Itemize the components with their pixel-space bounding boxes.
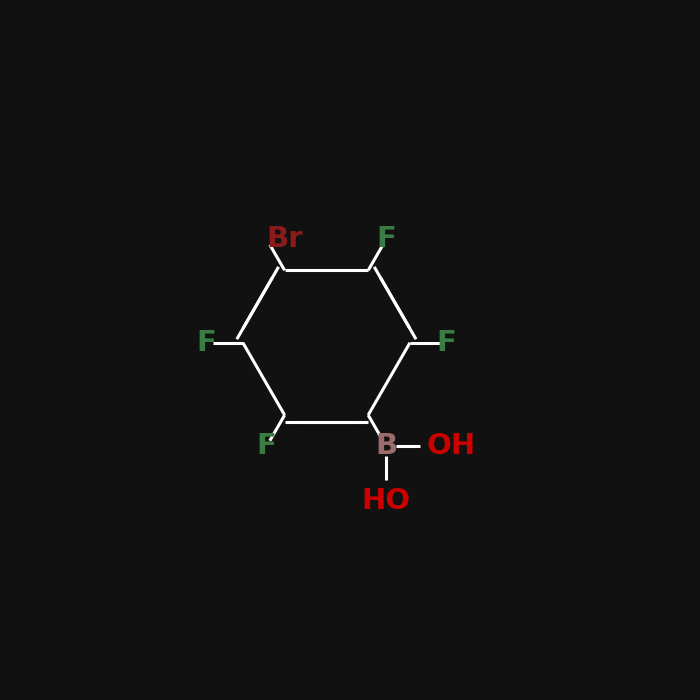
Text: B: B: [375, 433, 398, 461]
Text: OH: OH: [426, 433, 475, 461]
Text: F: F: [257, 433, 276, 461]
Text: HO: HO: [362, 487, 411, 515]
Text: F: F: [197, 329, 217, 357]
Text: F: F: [436, 329, 456, 357]
Text: F: F: [377, 225, 396, 253]
Text: Br: Br: [267, 225, 303, 253]
